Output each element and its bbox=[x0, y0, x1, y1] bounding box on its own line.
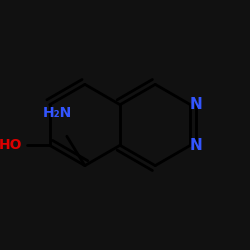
Text: N: N bbox=[190, 138, 202, 153]
Text: H₂N: H₂N bbox=[43, 106, 72, 120]
Text: N: N bbox=[190, 97, 202, 112]
Text: HO: HO bbox=[0, 138, 22, 152]
